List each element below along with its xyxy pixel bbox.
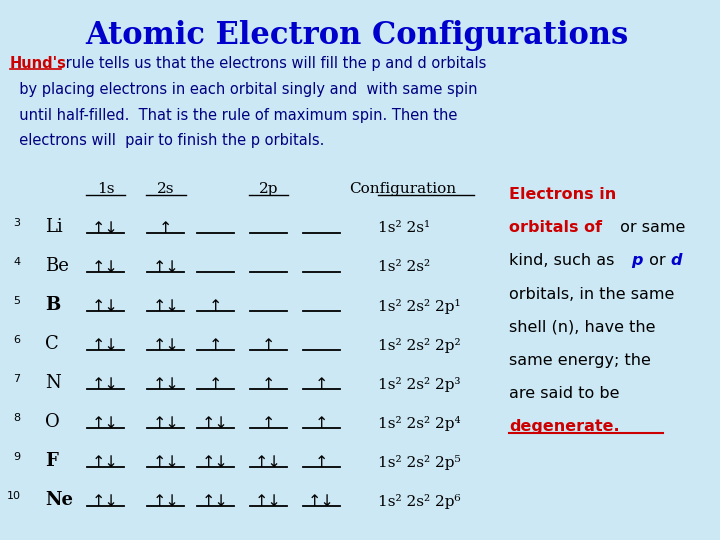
Text: Be: Be — [45, 257, 69, 275]
Text: ↑: ↑ — [209, 377, 222, 392]
Text: are said to be: are said to be — [509, 386, 620, 401]
Text: ↑↓: ↑↓ — [92, 260, 119, 275]
Text: electrons will  pair to finish the p orbitals.: electrons will pair to finish the p orbi… — [10, 133, 324, 148]
Text: 7: 7 — [14, 374, 21, 384]
Text: 1s² 2s² 2p²: 1s² 2s² 2p² — [378, 338, 461, 353]
Text: 1s² 2s² 2p⁶: 1s² 2s² 2p⁶ — [378, 494, 461, 509]
Text: orbitals, in the same: orbitals, in the same — [509, 287, 675, 301]
Text: ↑↓: ↑↓ — [255, 455, 282, 470]
Text: kind, such as: kind, such as — [509, 253, 620, 268]
Text: 1s² 2s¹: 1s² 2s¹ — [378, 221, 431, 235]
Text: ↑↓: ↑↓ — [153, 338, 179, 353]
Text: 1s² 2s² 2p⁴: 1s² 2s² 2p⁴ — [378, 416, 461, 431]
Text: rule tells us that the electrons will fill the p and d orbitals: rule tells us that the electrons will fi… — [61, 56, 486, 71]
Text: ↑↓: ↑↓ — [92, 416, 119, 431]
Text: until half-filled.  That is the rule of maximum spin. Then the: until half-filled. That is the rule of m… — [10, 107, 457, 123]
Text: degenerate.: degenerate. — [509, 419, 620, 434]
Text: ↑↓: ↑↓ — [92, 377, 119, 392]
Text: N: N — [45, 374, 61, 392]
Text: ↑↓: ↑↓ — [92, 299, 119, 314]
Text: orbitals of: orbitals of — [509, 220, 602, 235]
Text: Configuration: Configuration — [349, 182, 456, 196]
Text: ↑: ↑ — [261, 377, 275, 392]
Text: 1s² 2s² 2p¹: 1s² 2s² 2p¹ — [378, 299, 461, 314]
Text: B: B — [45, 296, 60, 314]
Text: ↑↓: ↑↓ — [153, 299, 179, 314]
Text: Ne: Ne — [45, 491, 73, 509]
Text: 1s² 2s²: 1s² 2s² — [378, 260, 431, 274]
Text: d: d — [670, 253, 682, 268]
Text: ↑: ↑ — [209, 299, 222, 314]
Text: 3: 3 — [14, 218, 21, 228]
Text: or same: or same — [616, 220, 685, 235]
Text: ↑: ↑ — [261, 416, 275, 431]
Text: 4: 4 — [14, 257, 21, 267]
Text: ↑↓: ↑↓ — [202, 494, 229, 509]
Text: p: p — [631, 253, 643, 268]
Text: Hund's: Hund's — [10, 56, 67, 71]
Text: ↑↓: ↑↓ — [153, 455, 179, 470]
Text: 10: 10 — [6, 491, 21, 501]
Text: ↑↓: ↑↓ — [202, 455, 229, 470]
Text: ↑↓: ↑↓ — [92, 338, 119, 353]
Text: C: C — [45, 335, 59, 353]
Text: ↑↓: ↑↓ — [92, 455, 119, 470]
Text: or: or — [644, 253, 670, 268]
Text: 5: 5 — [14, 296, 21, 306]
Text: 9: 9 — [14, 452, 21, 462]
Text: shell (n), have the: shell (n), have the — [509, 320, 656, 335]
Text: same energy; the: same energy; the — [509, 353, 651, 368]
Text: ↑↓: ↑↓ — [92, 221, 119, 236]
Text: ↑↓: ↑↓ — [153, 377, 179, 392]
Text: ↑: ↑ — [261, 338, 275, 353]
Text: Atomic Electron Configurations: Atomic Electron Configurations — [85, 20, 629, 51]
Text: ↑: ↑ — [315, 377, 328, 392]
Text: 2p: 2p — [258, 182, 278, 196]
Text: ↑: ↑ — [315, 455, 328, 470]
Text: ↑↓: ↑↓ — [153, 494, 179, 509]
Text: 1s: 1s — [96, 182, 114, 196]
Text: ↑: ↑ — [159, 221, 172, 236]
Text: 1s² 2s² 2p³: 1s² 2s² 2p³ — [378, 377, 461, 392]
Text: ↑↓: ↑↓ — [153, 416, 179, 431]
Text: Li: Li — [45, 218, 63, 236]
Text: 2s: 2s — [157, 182, 174, 196]
Text: ↑↓: ↑↓ — [92, 494, 119, 509]
Text: 6: 6 — [14, 335, 21, 345]
Text: ↑↓: ↑↓ — [202, 416, 229, 431]
Text: ↑: ↑ — [315, 416, 328, 431]
Text: ↑↓: ↑↓ — [255, 494, 282, 509]
Text: Electrons in: Electrons in — [509, 187, 616, 202]
Text: ↑↓: ↑↓ — [308, 494, 335, 509]
Text: 8: 8 — [14, 413, 21, 423]
Text: O: O — [45, 413, 60, 431]
Text: 1s² 2s² 2p⁵: 1s² 2s² 2p⁵ — [378, 455, 461, 470]
Text: by placing electrons in each orbital singly and  with same spin: by placing electrons in each orbital sin… — [10, 82, 477, 97]
Text: ↑: ↑ — [209, 338, 222, 353]
Text: F: F — [45, 452, 58, 470]
Text: ↑↓: ↑↓ — [153, 260, 179, 275]
